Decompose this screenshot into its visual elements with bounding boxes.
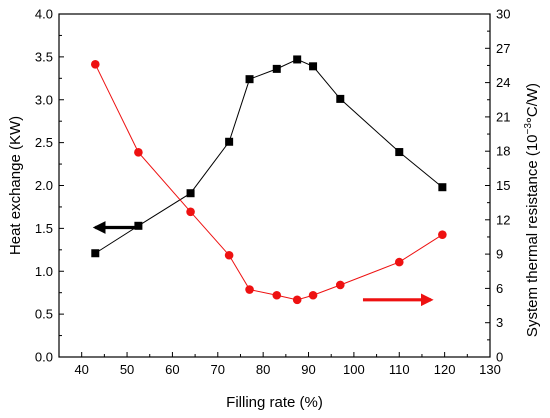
x-tick-label: 80 xyxy=(256,362,270,377)
y-right-tick-label: 6 xyxy=(496,281,503,296)
series-layer xyxy=(90,55,447,305)
y-right-tick-label: 21 xyxy=(496,109,510,124)
data-point-circle xyxy=(186,207,195,217)
data-point-circle xyxy=(394,257,404,267)
data-point-circle xyxy=(272,290,282,300)
x-tick-label: 130 xyxy=(479,362,501,377)
y-right-tick-label: 0 xyxy=(496,350,503,365)
y-left-tick-label: 3.0 xyxy=(35,92,53,107)
y-axis-right: 0 3 6 9 12 15 18 21 24 27 30 xyxy=(485,7,510,365)
data-point-square xyxy=(134,221,143,230)
data-point-square xyxy=(395,148,404,157)
x-tick-label: 70 xyxy=(211,362,225,377)
data-point-circle xyxy=(308,290,318,300)
y-right-tick-label: 3 xyxy=(496,315,503,330)
y-right-tick-label: 9 xyxy=(496,247,503,262)
y-right-tick-label: 18 xyxy=(496,144,510,159)
y-left-tick-label: 4.0 xyxy=(35,7,53,22)
data-point-square xyxy=(225,137,234,146)
x-tick-label: 60 xyxy=(165,362,179,377)
x-tick-label: 40 xyxy=(74,362,88,377)
x-axis: 40 50 60 70 80 90 100 110 120 130 xyxy=(74,352,501,377)
data-point-square xyxy=(91,249,100,258)
y-left-tick-label: 1.0 xyxy=(35,264,53,279)
y-axis-right-label-sup: −3 xyxy=(523,123,534,135)
y-left-tick-label: 1.5 xyxy=(35,221,53,236)
y-left-tick-label: 3.5 xyxy=(35,49,53,64)
x-tick-label: 100 xyxy=(343,362,365,377)
annotation-layer xyxy=(92,221,434,307)
series-line-0 xyxy=(95,58,443,254)
y-axis-left: 0.0 0.5 1.0 1.5 2.0 2.5 3.0 3.5 4.0 xyxy=(35,7,64,365)
x-tick-label: 90 xyxy=(301,362,315,377)
data-point-square xyxy=(293,55,302,64)
x-tick-label: 120 xyxy=(434,362,456,377)
y-left-tick-label: 2.0 xyxy=(35,178,53,193)
data-point-circle xyxy=(438,230,447,239)
series-line-1 xyxy=(94,64,443,301)
data-point-circle xyxy=(224,250,234,260)
data-point-square xyxy=(336,94,345,103)
data-point-square xyxy=(272,64,281,73)
y-right-tick-label: 24 xyxy=(496,75,510,90)
y-right-tick-label: 30 xyxy=(496,7,510,22)
data-point-circle xyxy=(134,148,143,157)
y-axis-right-label: System thermal resistance (10−3°C/W) xyxy=(523,83,541,337)
x-tick-label: 110 xyxy=(389,362,410,377)
data-point-square xyxy=(438,183,447,192)
data-point-square xyxy=(245,75,254,84)
y-left-tick-label: 2.5 xyxy=(35,135,53,150)
x-tick-label: 50 xyxy=(120,362,134,377)
data-point-circle xyxy=(292,295,302,305)
x-axis-label: Filling rate (%) xyxy=(226,394,323,411)
y-axis-right-label-main: System thermal resistance (10 xyxy=(524,134,541,337)
data-point-square xyxy=(309,62,318,71)
data-point-circle xyxy=(90,60,100,69)
y-axis-right-label-unit: °C/W) xyxy=(524,83,541,123)
y-left-tick-label: 0.5 xyxy=(35,307,53,322)
y-right-tick-label: 15 xyxy=(496,178,510,193)
y-right-tick-label: 12 xyxy=(496,212,510,227)
y-left-tick-label: 0.0 xyxy=(35,350,53,365)
data-point-square xyxy=(186,189,195,198)
y-axis-left-label: Heat exchange (KW) xyxy=(7,116,24,255)
data-point-circle xyxy=(245,285,254,294)
y-right-tick-label: 27 xyxy=(496,41,510,56)
data-point-circle xyxy=(335,280,345,290)
